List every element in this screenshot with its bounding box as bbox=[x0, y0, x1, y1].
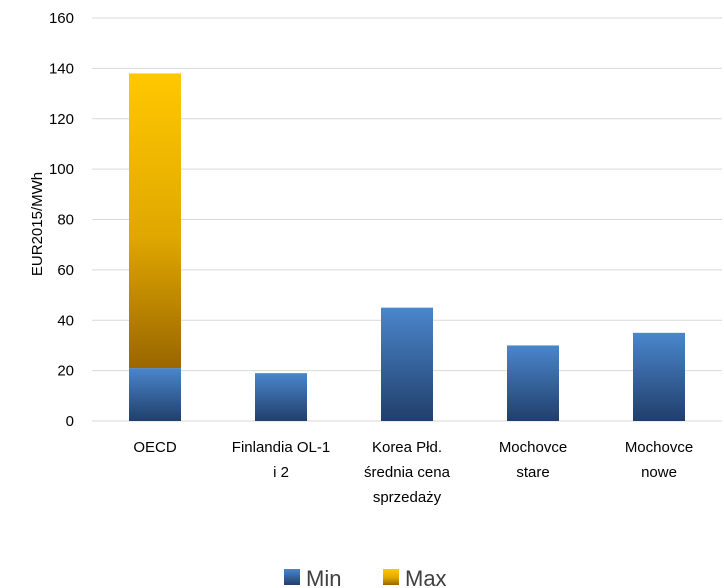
bar-min-4 bbox=[633, 332, 685, 421]
bar-min-2 bbox=[381, 307, 433, 421]
y-tick-label: 40 bbox=[57, 312, 74, 329]
bar-min-1 bbox=[255, 373, 307, 421]
x-tick-label: OECD bbox=[133, 439, 177, 456]
y-axis-title: EUR2015/MWh bbox=[29, 172, 46, 276]
gridlines bbox=[92, 17, 722, 422]
y-tick-label: 140 bbox=[49, 60, 74, 77]
y-tick-label: 60 bbox=[57, 262, 74, 279]
legend: Min Max bbox=[284, 566, 447, 588]
x-axis-labels: OECD Finlandia OL-1 i 2 Korea Płd. średnia c… bbox=[133, 439, 693, 506]
legend-swatch-max bbox=[383, 569, 399, 585]
y-tick-label: 0 bbox=[66, 413, 74, 430]
y-tick-label: 160 bbox=[49, 10, 74, 27]
x-tick-label: Finlandia OL-1 i 2 bbox=[232, 439, 330, 481]
bar-min-3 bbox=[507, 345, 559, 421]
x-tick-label: Mochovce nowe bbox=[625, 439, 693, 481]
legend-label-min: Min bbox=[306, 566, 341, 588]
legend-swatch-min bbox=[284, 569, 300, 585]
x-tick-label: Mochovce stare bbox=[499, 439, 567, 481]
x-tick-label: Korea Płd. średnia cena sprzedaży bbox=[364, 439, 451, 506]
legend-label-max: Max bbox=[405, 566, 447, 588]
y-tick-label: 100 bbox=[49, 161, 74, 178]
bars bbox=[129, 73, 685, 421]
bar-min-0 bbox=[129, 368, 181, 421]
y-tick-label: 20 bbox=[57, 363, 74, 380]
y-axis-ticks: 0 20 40 60 80 100 120 140 160 bbox=[49, 10, 74, 430]
bar-max-0 bbox=[129, 73, 181, 369]
y-tick-label: 120 bbox=[49, 111, 74, 128]
y-tick-label: 80 bbox=[57, 212, 74, 229]
